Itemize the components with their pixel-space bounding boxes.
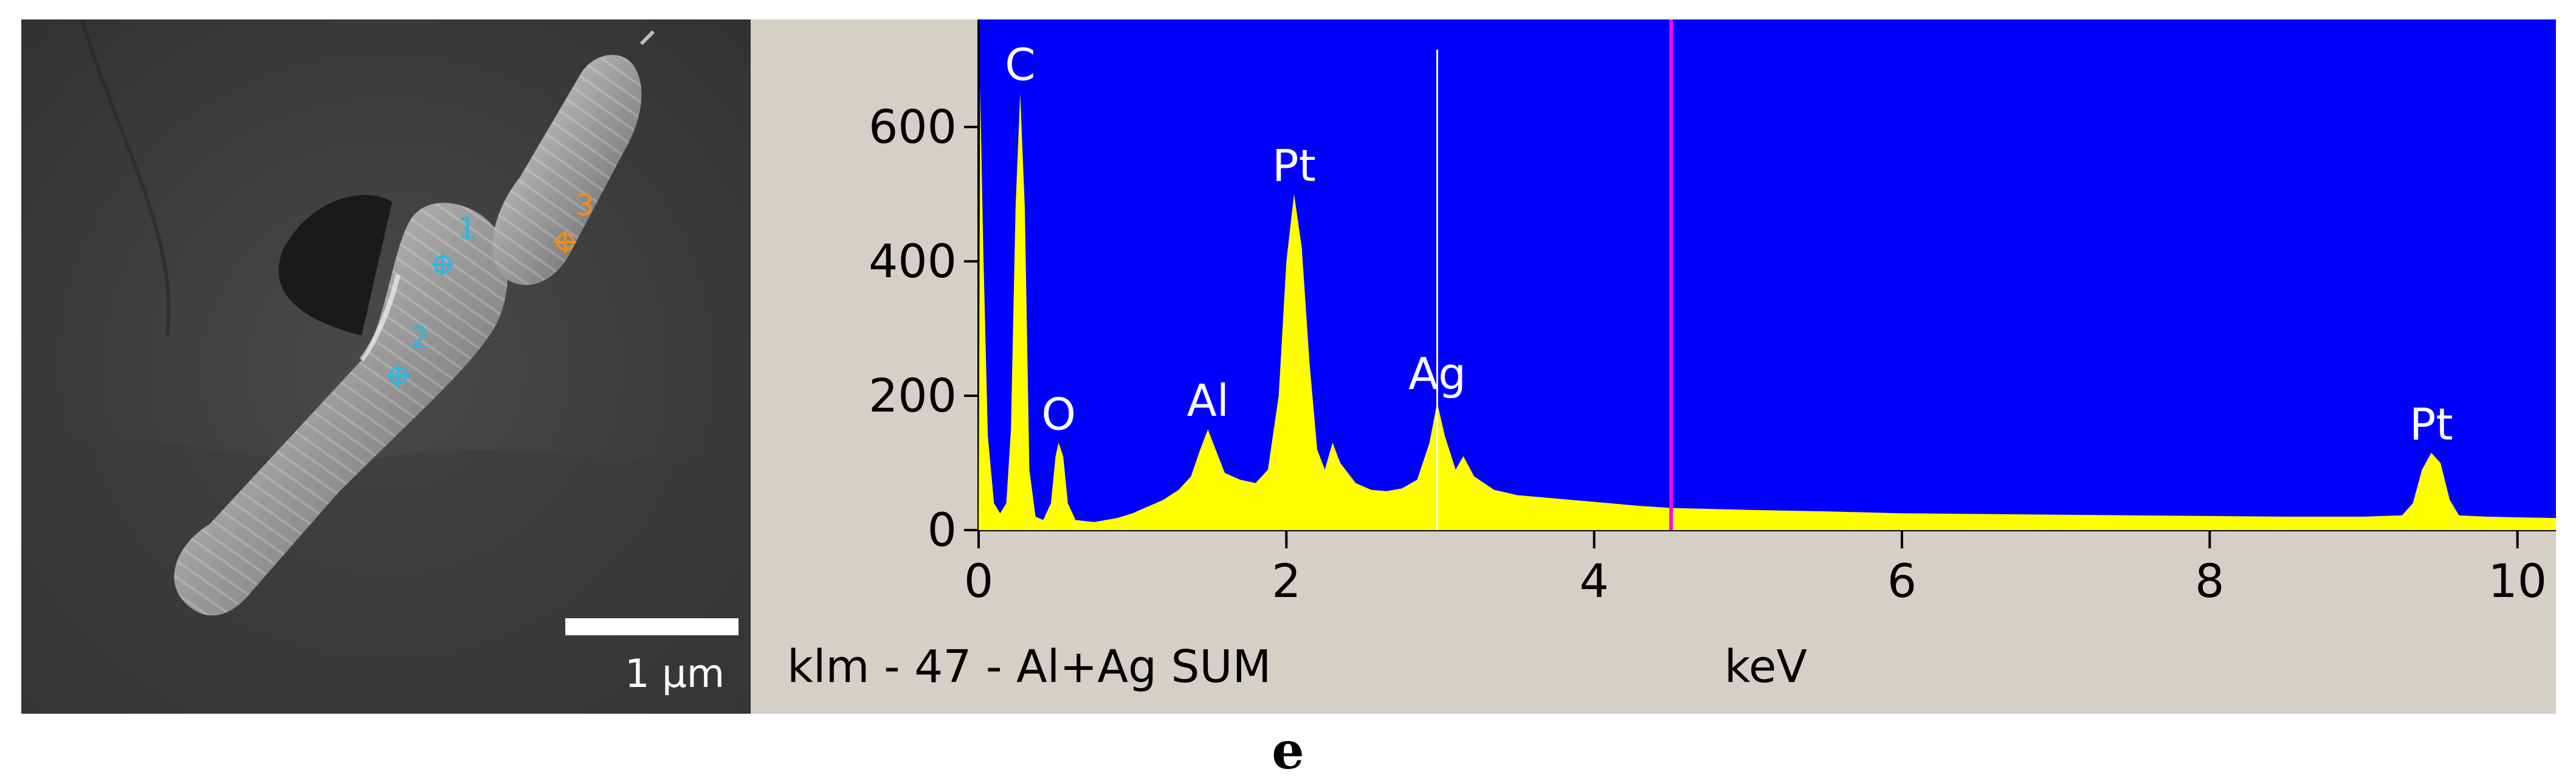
scale-bar [565, 618, 739, 635]
x-tick-label: 4 [1580, 554, 1609, 608]
x-tick-label: 6 [1887, 554, 1917, 608]
point-label-1: 1 [458, 212, 477, 246]
y-tick-label: 400 [869, 234, 957, 288]
sem-micrograph: 1 2 3 1 μm [21, 19, 751, 714]
peak-label-c: C [1005, 40, 1035, 91]
plot-area [979, 19, 2556, 530]
point-label-3: 3 [576, 188, 594, 222]
peak-label-pt: Pt [2409, 399, 2453, 450]
eds-spectrum-panel: 0 2 4 6 8 10 0 200 400 600 C O Al Pt Ag Pt klm - 47 - … [751, 19, 2556, 714]
analysis-point-3 [554, 231, 576, 253]
spectrum-title: klm - 47 - Al+Ag SUM [787, 641, 1271, 693]
y-tick-label: 200 [869, 368, 957, 423]
sem-image: 1 2 3 [21, 19, 751, 714]
y-tick-label: 0 [928, 503, 957, 557]
x-tick-label: 10 [2488, 554, 2547, 608]
eds-spectrum-chart: 0 2 4 6 8 10 0 200 400 600 C O Al Pt Ag Pt klm - 47 - … [787, 19, 2556, 693]
x-tick-label: 2 [1272, 554, 1301, 608]
peak-label-pt: Pt [1272, 140, 1316, 191]
x-tick-label: 8 [2195, 554, 2224, 608]
analysis-point-1 [432, 254, 453, 275]
bacterium-long [174, 202, 508, 616]
point-label-2: 2 [410, 321, 429, 355]
analysis-point-2 [387, 365, 409, 387]
bacterium-short [492, 30, 655, 285]
x-axis-label: keV [1724, 641, 1808, 693]
scale-bar-label: 1 μm [624, 652, 725, 697]
x-tick-label: 0 [964, 554, 993, 608]
spectrum-area [979, 86, 2556, 530]
y-tick-label: 600 [869, 100, 957, 154]
peak-label-ag: Ag [1408, 348, 1466, 399]
peak-label-al: Al [1187, 375, 1229, 426]
shadow-cavity [278, 195, 392, 336]
peak-label-o: O [1041, 388, 1076, 440]
figure-label: e [1272, 720, 1304, 781]
